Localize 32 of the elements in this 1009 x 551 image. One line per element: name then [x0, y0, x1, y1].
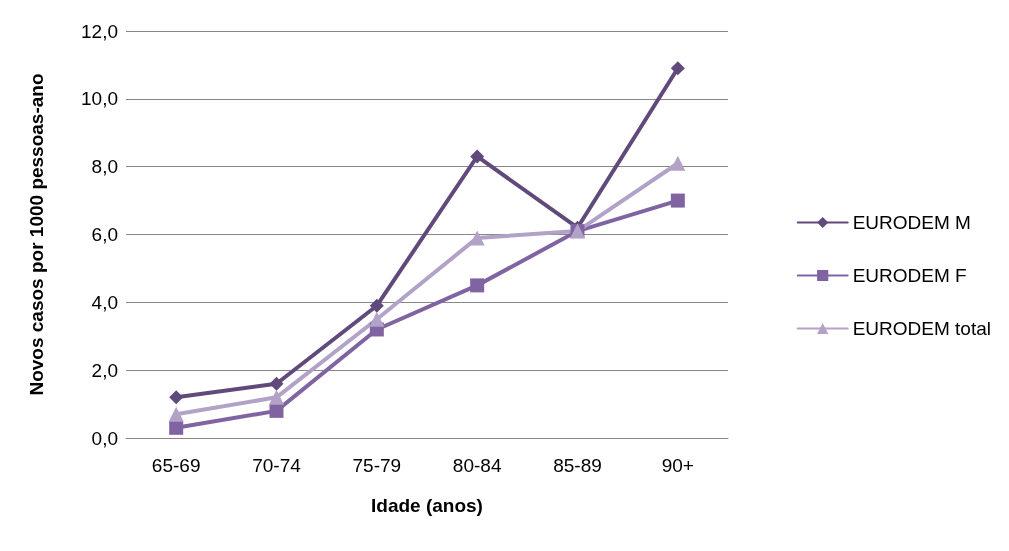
- point: [269, 389, 284, 405]
- x-tick-label: 75-79: [352, 455, 402, 476]
- point: [169, 390, 184, 405]
- point: [269, 403, 284, 418]
- y-tick-label: 4,0: [91, 291, 118, 313]
- y-axis-title: Novos casos por 1000 pessoas-ano: [26, 73, 47, 396]
- point: [469, 230, 485, 246]
- point: [369, 298, 384, 313]
- y-tick-label: 6,0: [91, 224, 118, 245]
- point: [470, 149, 485, 164]
- y-tick-label: 0,0: [91, 427, 118, 449]
- x-tick-label: 70-74: [252, 455, 302, 476]
- legend-label: EURODEM M: [852, 212, 971, 233]
- point: [369, 311, 385, 327]
- point: [670, 155, 686, 171]
- y-tick-label: 12,0: [81, 20, 118, 42]
- point: [168, 406, 184, 422]
- point: [670, 61, 685, 76]
- x-tick-label: 85-89: [553, 455, 602, 476]
- x-tick-label: 80-84: [452, 455, 502, 476]
- x-tick-label: 90+: [661, 455, 694, 476]
- y-tick-label: 2,0: [91, 359, 118, 381]
- y-tick-label: 8,0: [91, 156, 118, 178]
- legend-label: EURODEM total: [852, 318, 992, 339]
- point: [670, 193, 685, 208]
- point: [269, 376, 284, 391]
- x-axis-title: Idade (anos): [371, 495, 483, 516]
- x-tick-label: 65-69: [151, 455, 201, 476]
- y-tick-label: 10,0: [81, 88, 118, 110]
- point: [169, 420, 184, 435]
- legend-label: EURODEM F: [852, 265, 967, 286]
- point: [470, 278, 485, 293]
